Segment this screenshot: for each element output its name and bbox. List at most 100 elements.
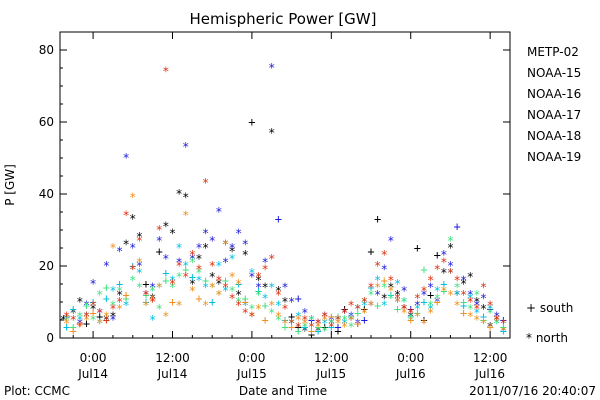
data-point: * [387,284,394,298]
data-point: * [334,313,341,327]
data-point: + [434,248,441,262]
data-point: * [348,309,355,323]
data-point: * [367,288,374,302]
y-axis: 0 20 40 60 80 [39,31,510,345]
data-point: * [434,263,441,277]
data-point: * [116,288,123,302]
x-tick-date-label: Jul16 [474,367,505,381]
data-point: * [215,205,222,219]
data-point: * [228,291,235,305]
y-tick-label: 60 [39,115,54,129]
data-point: + [70,302,77,316]
data-point: + [341,302,348,316]
data-point: * [427,306,434,320]
data-point: * [427,302,434,316]
x-tick-time-label: 12:00 [155,351,190,365]
data-point: * [76,320,83,334]
data-point: * [228,245,235,259]
data-point: * [215,259,222,273]
data-point: * [420,284,427,298]
data-point: * [473,295,480,309]
data-point: * [275,284,282,298]
data-point: * [189,255,196,269]
data-point: * [467,309,474,323]
data-point: * [460,273,467,287]
data-point: * [129,212,136,226]
data-point: * [215,277,222,291]
data-point: * [334,317,341,331]
data-point: * [487,306,494,320]
data-point: * [341,320,348,334]
data-point: + [420,295,427,309]
data-point: * [76,309,83,323]
data-point: + [414,241,421,255]
data-point: + [63,320,70,334]
data-point: * [222,237,229,251]
data-point: * [156,302,163,316]
data-point: * [480,281,487,295]
data-point: * [96,288,103,302]
data-point: * [401,295,408,309]
data-point: + [374,212,381,226]
data-point: * [228,241,235,255]
data-point: * [195,273,202,287]
data-point: * [275,299,282,313]
data-point: + [480,309,487,323]
data-point: * [268,252,275,266]
data-point: * [96,306,103,320]
data-point: * [487,299,494,313]
data-point: * [268,299,275,313]
x-tick-date-label: Jul15 [315,367,346,381]
data-point: * [63,317,70,331]
data-point: * [195,266,202,280]
data-point: * [182,209,189,223]
y-tick-label: 0 [46,331,54,345]
data-point: + [348,309,355,323]
data-point: * [367,299,374,313]
data-point: + [487,302,494,316]
data-point: + [235,277,242,291]
data-point: * [500,324,507,338]
legend-entry: NOAA-16 [527,87,581,101]
data-point: * [394,295,401,309]
data-point: * [440,266,447,280]
data-point: * [401,295,408,309]
data-point: + [361,302,368,316]
x-tick-time-label: 0:00 [397,351,424,365]
data-point: + [182,263,189,277]
data-point: + [420,313,427,327]
data-point: * [467,291,474,305]
data-point: * [89,299,96,313]
data-point: * [248,270,255,284]
data-point: * [255,270,262,284]
chart-title: Hemispheric Power [GW] [190,10,377,28]
data-point: * [83,309,90,323]
data-point: * [262,291,269,305]
data-point: * [156,281,163,295]
data-point: + [434,295,441,309]
data-point: * [427,273,434,287]
data-point: * [248,309,255,323]
data-point: + [70,320,77,334]
data-point: + [275,212,282,226]
data-point: * [182,259,189,273]
data-point: * [374,288,381,302]
data-point: * [314,324,321,338]
data-point: * [123,299,130,313]
data-point: + [149,291,156,305]
data-point: * [60,313,67,327]
data-point: * [460,288,467,302]
data-point: * [288,317,295,331]
data-point: * [467,288,474,302]
data-point: * [222,255,229,269]
data-point: * [255,302,262,316]
data-point: * [414,299,421,313]
data-point: + [321,320,328,334]
data-point: * [235,288,242,302]
data-point: * [109,284,116,298]
data-point: * [447,259,454,273]
data-point: * [381,299,388,313]
data-point: * [288,317,295,331]
data-point: + [103,291,110,305]
